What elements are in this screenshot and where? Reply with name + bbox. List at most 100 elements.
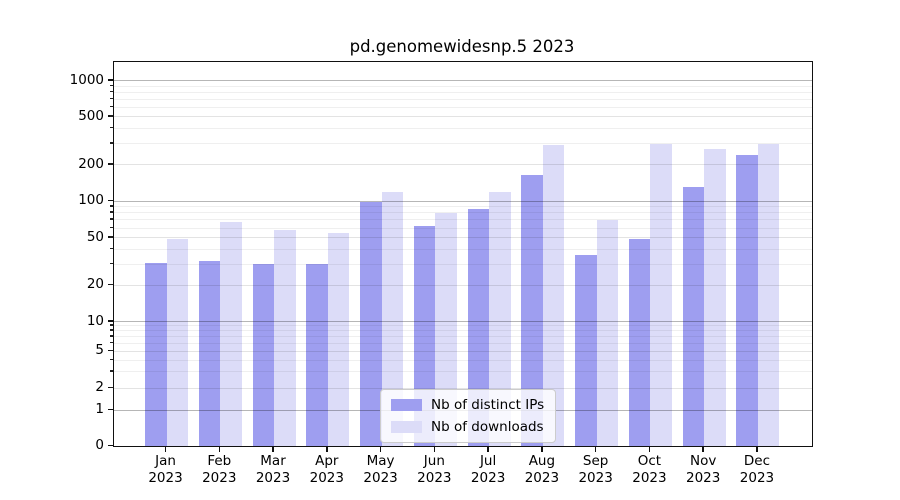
bar-nb-of-distinct-ips-feb bbox=[198, 260, 221, 446]
bar-nb-of-distinct-ips-mar bbox=[252, 264, 275, 446]
x-tick-label-jul: Jul 2023 bbox=[460, 453, 516, 486]
x-tick-label-oct: Oct 2023 bbox=[621, 453, 677, 486]
x-tick-dec bbox=[756, 446, 758, 452]
y-minor-tick-600 bbox=[110, 105, 113, 108]
y-minor-tick-60 bbox=[110, 226, 113, 229]
gridline-30 bbox=[114, 263, 812, 265]
y-minor-tick-300 bbox=[110, 142, 113, 144]
y-minor-tick-200 bbox=[110, 163, 113, 165]
bar-nb-of-downloads-jan bbox=[166, 238, 188, 446]
x-tick-year: 2023 bbox=[524, 469, 560, 486]
x-tick-jun bbox=[433, 446, 436, 452]
y-minor-tick-9 bbox=[110, 324, 113, 326]
bar-nb-of-distinct-ips-sep bbox=[575, 254, 597, 446]
gridline-3 bbox=[114, 371, 812, 373]
y-tick-label-0: 0 bbox=[95, 437, 104, 453]
chart-title: pd.genomewidesnp.5 2023 bbox=[349, 37, 575, 56]
y-minor-tick-70 bbox=[110, 218, 113, 220]
bar-nb-of-distinct-ips-dec bbox=[736, 154, 758, 446]
bar-nb-of-downloads-feb bbox=[220, 222, 242, 446]
gridline-40 bbox=[114, 248, 812, 250]
gridline-6 bbox=[114, 342, 812, 344]
y-tick-label-50: 50 bbox=[86, 228, 104, 245]
x-tick-month: Apr bbox=[315, 453, 339, 469]
legend-item-distinct-ips: Nb of distinct IPs bbox=[391, 397, 544, 413]
x-tick-mar bbox=[272, 446, 274, 452]
gridline-90 bbox=[114, 206, 812, 208]
x-tick-year: 2023 bbox=[202, 469, 237, 486]
y-tick-1000 bbox=[108, 79, 113, 81]
bar-nb-of-downloads-dec bbox=[757, 143, 780, 446]
legend-swatch-downloads bbox=[391, 421, 422, 433]
x-tick-year: 2023 bbox=[632, 469, 667, 486]
y-minor-tick-900 bbox=[110, 84, 113, 87]
x-tick-label-apr: Apr 2023 bbox=[299, 453, 355, 486]
gridline-5 bbox=[114, 350, 812, 352]
x-tick-month: Jun bbox=[423, 453, 445, 469]
gridline-800 bbox=[114, 91, 812, 93]
gridline-9 bbox=[114, 325, 812, 327]
x-tick-label-may: May 2023 bbox=[353, 453, 409, 486]
x-tick-month: Jan bbox=[155, 453, 176, 469]
gridline-2 bbox=[114, 387, 812, 389]
gridline-200 bbox=[114, 164, 812, 166]
y-minor-tick-2 bbox=[110, 386, 113, 388]
x-tick-month: Jul bbox=[479, 453, 497, 469]
bar-nb-of-distinct-ips-aug bbox=[521, 175, 543, 446]
y-tick-label-2: 2 bbox=[95, 379, 104, 395]
y-tick-label-1: 1 bbox=[95, 401, 104, 417]
legend-swatch-distinct-ips bbox=[391, 399, 422, 411]
x-tick-year: 2023 bbox=[255, 469, 291, 486]
gridline-7 bbox=[114, 336, 812, 338]
x-tick-year: 2023 bbox=[417, 469, 452, 486]
y-minor-tick-400 bbox=[110, 126, 113, 129]
x-tick-aug bbox=[541, 446, 543, 452]
gridline-500 bbox=[114, 116, 812, 118]
gridline-700 bbox=[114, 98, 812, 100]
x-tick-month: Mar bbox=[260, 453, 286, 469]
bar-nb-of-downloads-oct bbox=[650, 143, 672, 446]
gridline-4 bbox=[114, 359, 812, 361]
x-tick-month: Dec bbox=[743, 453, 771, 469]
y-tick-label-20: 20 bbox=[86, 276, 104, 293]
gridline-80 bbox=[114, 212, 812, 214]
y-minor-tick-500 bbox=[110, 115, 113, 117]
y-tick-label-10: 10 bbox=[86, 312, 104, 329]
bar-nb-of-downloads-mar bbox=[274, 229, 296, 446]
y-minor-tick-30 bbox=[110, 262, 113, 265]
y-minor-tick-6 bbox=[110, 341, 113, 344]
y-minor-tick-8 bbox=[110, 329, 113, 331]
y-tick-label-100: 100 bbox=[78, 192, 104, 208]
x-tick-year: 2023 bbox=[739, 469, 775, 486]
y-minor-tick-3 bbox=[110, 370, 113, 372]
legend-item-downloads: Nb of downloads bbox=[391, 419, 544, 435]
y-tick-label-500: 500 bbox=[78, 107, 104, 124]
x-tick-year: 2023 bbox=[470, 469, 506, 486]
x-tick-year: 2023 bbox=[578, 469, 613, 486]
x-tick-month: Aug bbox=[528, 453, 556, 469]
bar-nb-of-downloads-may bbox=[381, 191, 404, 446]
y-tick-label-5: 5 bbox=[95, 342, 104, 358]
bar-nb-of-downloads-sep bbox=[596, 219, 619, 446]
y-minor-tick-50 bbox=[110, 236, 113, 238]
x-tick-month: Sep bbox=[582, 453, 609, 469]
x-tick-oct bbox=[648, 446, 651, 452]
bar-nb-of-downloads-apr bbox=[327, 232, 350, 446]
gridline-20 bbox=[114, 284, 812, 286]
y-minor-tick-4 bbox=[110, 358, 113, 360]
bar-nb-of-downloads-nov bbox=[704, 149, 726, 446]
bar-nb-of-distinct-ips-jul bbox=[467, 209, 490, 446]
x-tick-jul bbox=[487, 446, 489, 452]
gridline-70 bbox=[114, 219, 812, 221]
y-minor-tick-40 bbox=[110, 247, 113, 250]
y-tick-1 bbox=[108, 408, 113, 410]
bar-nb-of-distinct-ips-apr bbox=[306, 264, 328, 446]
x-tick-label-sep: Sep 2023 bbox=[568, 453, 624, 486]
bar-nb-of-downloads-aug bbox=[542, 145, 565, 446]
x-tick-jan bbox=[164, 446, 167, 452]
x-tick-label-dec: Dec 2023 bbox=[729, 453, 785, 486]
x-tick-label-feb: Feb 2023 bbox=[191, 453, 247, 486]
gridline-300 bbox=[114, 143, 812, 144]
bar-nb-of-downloads-jul bbox=[489, 191, 511, 446]
